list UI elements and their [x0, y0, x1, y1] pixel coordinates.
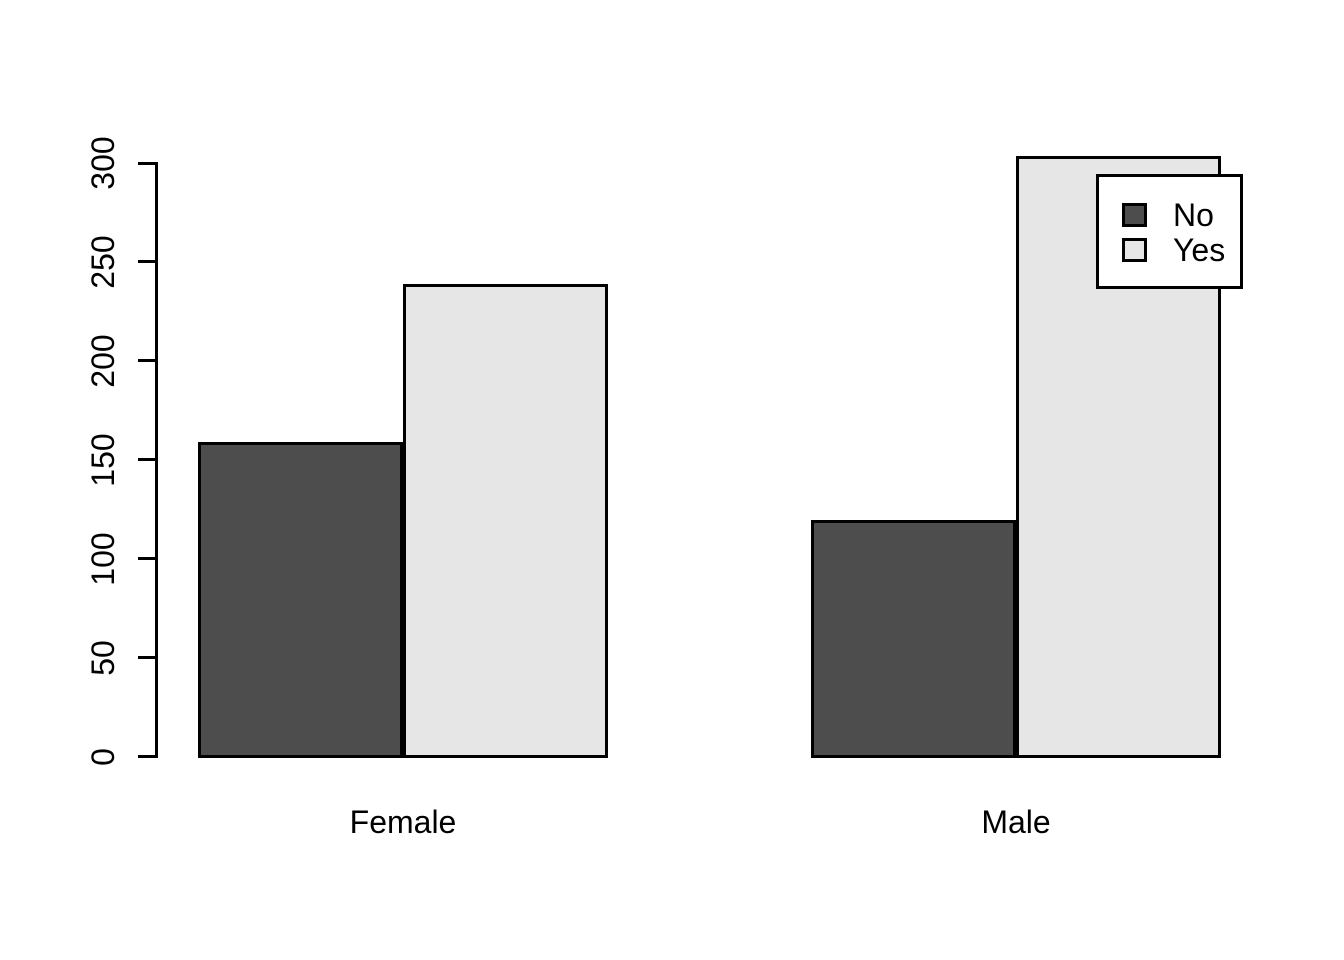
y-axis-tick	[138, 656, 156, 660]
legend-swatch-no	[1122, 202, 1147, 227]
y-axis-tick-label: 0	[85, 747, 121, 766]
bar-male-no	[811, 519, 1016, 758]
y-axis-line	[154, 161, 158, 758]
y-axis-tick-label: 150	[85, 433, 121, 487]
legend-label-no: No	[1173, 196, 1214, 233]
x-axis-label-female: Female	[349, 804, 457, 840]
bar-female-no	[198, 442, 403, 758]
y-axis-tick	[138, 161, 156, 165]
y-axis-tick-label: 300	[85, 136, 121, 190]
bar-female-yes	[403, 284, 608, 758]
legend-label-yes: Yes	[1173, 231, 1226, 268]
y-axis-tick	[138, 359, 156, 363]
legend-swatch-yes	[1122, 237, 1147, 262]
y-axis-tick-label: 100	[85, 531, 121, 586]
y-axis-tick	[138, 260, 156, 264]
y-axis-tick	[138, 557, 156, 561]
y-axis-tick	[138, 458, 156, 462]
y-axis-tick-label: 50	[85, 639, 121, 676]
y-axis-tick-label: 200	[85, 334, 121, 388]
x-axis-label-male: Male	[981, 804, 1051, 840]
legend	[1096, 174, 1243, 289]
y-axis-tick	[138, 755, 156, 758]
y-axis-tick-label: 250	[85, 235, 121, 289]
